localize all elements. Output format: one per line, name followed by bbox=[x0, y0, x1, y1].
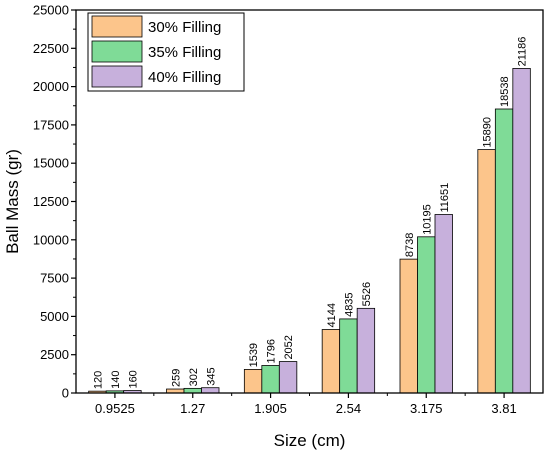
bar-value-label-3-2: 5526 bbox=[361, 282, 373, 306]
y-tick-label-1: 2500 bbox=[40, 347, 69, 362]
bar-3-2 bbox=[356, 307, 376, 394]
x-tick-label-5: 3.81 bbox=[491, 401, 516, 416]
bar-4-2 bbox=[434, 214, 453, 394]
bar-value-label-5-0: 15890 bbox=[482, 117, 494, 148]
legend: 30% Filling 35% Filling 40% Filling bbox=[87, 12, 245, 92]
bar-value-label-2-0: 1539 bbox=[248, 343, 260, 367]
bar-5-2 bbox=[512, 68, 531, 394]
bar-3-0 bbox=[321, 329, 341, 394]
bar-value-label-1-2: 345 bbox=[205, 367, 217, 385]
bar-5-0 bbox=[477, 149, 496, 394]
y-tick-label-8: 20000 bbox=[33, 79, 69, 94]
legend-label-2: 40% Filling bbox=[148, 69, 221, 86]
bar-3-1 bbox=[339, 318, 358, 394]
bar-value-labels: 120 140 160 259 302 345 1539 1796 2052 4144 4835 55… bbox=[92, 37, 528, 390]
bar-2-0 bbox=[243, 369, 263, 394]
x-axis-title: Size (cm) bbox=[274, 431, 346, 450]
bar-value-label-2-2: 2052 bbox=[283, 335, 295, 359]
y-axis: 0 2500 5000 7500 10000 12500 15000 17500 20000 22… bbox=[33, 3, 76, 401]
plot-frame bbox=[75, 9, 544, 394]
x-tick-label-2: 1.905 bbox=[254, 401, 287, 416]
legend-label-1: 35% Filling bbox=[148, 44, 221, 61]
bar-value-label-2-1: 1796 bbox=[266, 339, 278, 363]
x-tick-label-4: 3.175 bbox=[410, 401, 443, 416]
x-tick-label-0: 0.9525 bbox=[95, 401, 135, 416]
bar-value-label-0-2: 160 bbox=[127, 370, 139, 388]
x-tick-label-3: 2.54 bbox=[336, 401, 361, 416]
bar-2-1 bbox=[261, 365, 280, 394]
bar-value-label-0-1: 140 bbox=[110, 371, 122, 389]
legend-swatch-1 bbox=[91, 40, 143, 63]
bar-1-1 bbox=[183, 387, 202, 394]
bar-5-1 bbox=[494, 108, 514, 394]
bars-layer bbox=[88, 68, 531, 394]
bar-2-2 bbox=[278, 361, 298, 394]
y-tick-label-5: 12500 bbox=[33, 194, 69, 209]
bar-value-label-4-0: 8738 bbox=[404, 233, 416, 257]
legend-swatch-2 bbox=[91, 65, 143, 88]
y-tick-label-7: 17500 bbox=[33, 117, 69, 132]
bar-value-label-4-1: 10195 bbox=[421, 204, 433, 235]
y-tick-label-4: 10000 bbox=[33, 232, 69, 247]
bar-value-label-1-1: 302 bbox=[188, 368, 200, 386]
bar-value-label-3-1: 4835 bbox=[343, 292, 355, 316]
y-tick-label-10: 25000 bbox=[33, 3, 69, 18]
y-tick-label-6: 15000 bbox=[33, 156, 69, 171]
bar-value-label-0-0: 120 bbox=[92, 371, 104, 389]
y-tick-label-9: 22500 bbox=[33, 41, 69, 56]
bar-value-label-4-2: 11651 bbox=[439, 183, 451, 213]
y-axis-title: Ball Mass (gr) bbox=[3, 149, 22, 254]
y-tick-label-0: 0 bbox=[62, 386, 69, 401]
x-axis: 0.9525 1.27 1.905 2.54 3.175 3.81 bbox=[95, 393, 517, 416]
legend-swatch-0 bbox=[91, 15, 143, 38]
bar-value-label-3-0: 4144 bbox=[326, 303, 338, 327]
legend-label-0: 30% Filling bbox=[148, 19, 221, 36]
bar-value-label-5-1: 18538 bbox=[499, 76, 511, 107]
bar-value-label-5-2: 21186 bbox=[517, 37, 529, 67]
bar-1-2 bbox=[201, 387, 220, 394]
bar-4-1 bbox=[417, 236, 436, 394]
bar-value-label-1-0: 259 bbox=[170, 369, 182, 387]
y-tick-label-2: 5000 bbox=[40, 309, 69, 324]
y-tick-label-3: 7500 bbox=[40, 271, 69, 286]
x-tick-label-1: 1.27 bbox=[180, 401, 205, 416]
bar-4-0 bbox=[399, 258, 418, 394]
